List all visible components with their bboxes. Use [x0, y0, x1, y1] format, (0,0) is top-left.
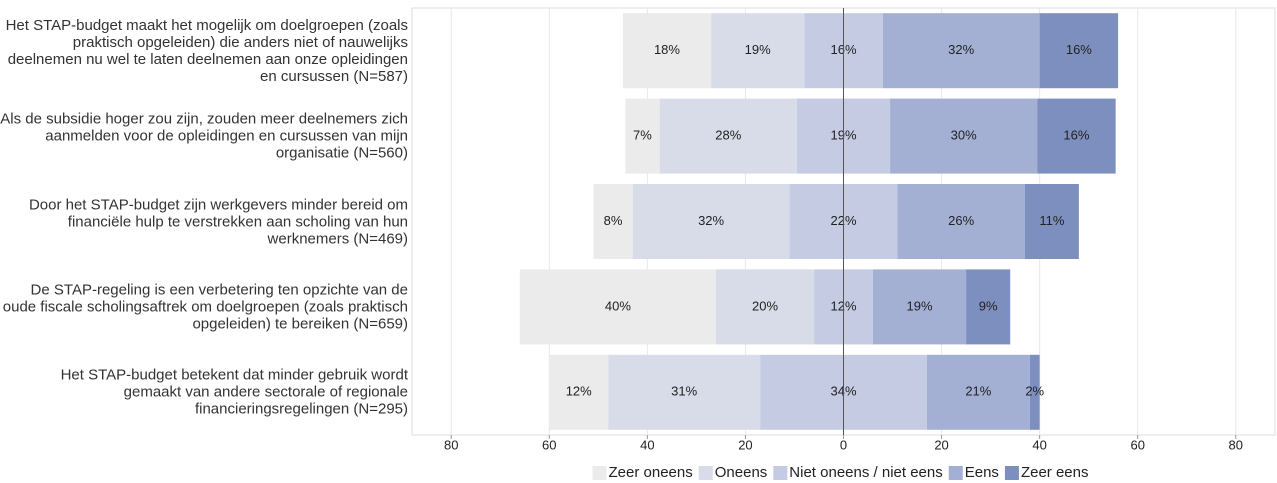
bar-segment	[966, 269, 1011, 345]
x-tick-label: 40	[1032, 437, 1046, 452]
value-label: 26%	[948, 213, 974, 228]
x-tick-label: 20	[738, 437, 752, 452]
value-label: 20%	[752, 298, 778, 313]
value-label: 7%	[633, 128, 652, 143]
bar-segment	[890, 98, 1038, 174]
bar-segment	[593, 184, 633, 259]
value-label: 16%	[1063, 128, 1089, 143]
value-label: 19%	[906, 298, 932, 313]
bar-segment	[608, 354, 761, 430]
value-label: 2%	[1025, 384, 1044, 399]
bar-segment	[711, 13, 805, 89]
bar-segment	[1024, 184, 1079, 259]
category-label: Door het STAP-budget zijn werkgevers min…	[28, 196, 408, 247]
bar-segment	[897, 184, 1025, 259]
bar-segment	[632, 184, 790, 259]
value-label: 31%	[671, 384, 697, 399]
legend-label: Zeer oneens	[609, 464, 693, 481]
legend-swatch	[698, 466, 713, 480]
bar-segment	[1029, 354, 1040, 430]
category-label: Het STAP-budget maakt het mogelijk om do…	[5, 16, 408, 85]
legend-swatch	[1004, 466, 1019, 480]
value-label: 8%	[604, 213, 623, 228]
x-tick-label: 0	[840, 437, 847, 452]
value-label: 19%	[745, 42, 771, 57]
x-tick-label: 60	[542, 437, 556, 452]
value-label: 16%	[1066, 42, 1092, 57]
category-label: De STAP-regeling is een verbetering ten …	[2, 281, 408, 333]
value-label: 9%	[979, 298, 998, 313]
value-label: 12%	[566, 384, 592, 399]
bar-segment	[519, 269, 717, 345]
bar-segment	[1037, 98, 1116, 174]
legend-label: Eens	[965, 464, 999, 481]
x-tick-label: 80	[444, 437, 458, 452]
value-label: 21%	[965, 384, 991, 399]
value-label: 32%	[698, 213, 724, 228]
value-label: 30%	[951, 128, 977, 143]
legend-label: Niet oneens / niet eens	[789, 464, 942, 481]
x-tick-label: 60	[1130, 437, 1144, 452]
value-label: 28%	[715, 128, 741, 143]
legend-label: Zeer eens	[1021, 464, 1089, 481]
legend-swatch	[592, 466, 607, 480]
bar-segment	[622, 13, 712, 89]
bar-segment	[549, 354, 609, 430]
bar-segment	[882, 13, 1040, 89]
bar-segment	[716, 269, 815, 345]
x-tick-label: 40	[640, 437, 654, 452]
bar-segment	[659, 98, 797, 174]
legend-swatch	[948, 466, 963, 480]
legend-label: Oneens	[715, 464, 768, 481]
bar-segment	[625, 98, 660, 174]
legend: Zeer oneens Oneens Niet oneens / niet eens…	[592, 464, 1089, 481]
category-label: Het STAP-budget betekent dat minder gebr…	[60, 366, 408, 418]
value-label: 18%	[654, 42, 680, 57]
bar-segment	[872, 269, 967, 345]
x-tick-label: 20	[934, 437, 948, 452]
value-label: 32%	[948, 42, 974, 57]
value-label: 11%	[1039, 213, 1064, 228]
bar-segment	[926, 354, 1030, 430]
legend-swatch	[773, 466, 788, 480]
value-label: 40%	[605, 298, 631, 313]
category-label: Als de subsidie hoger zou zijn, zouden m…	[0, 110, 408, 162]
bar-segment	[1039, 13, 1119, 89]
x-tick-label: 80	[1229, 437, 1243, 452]
